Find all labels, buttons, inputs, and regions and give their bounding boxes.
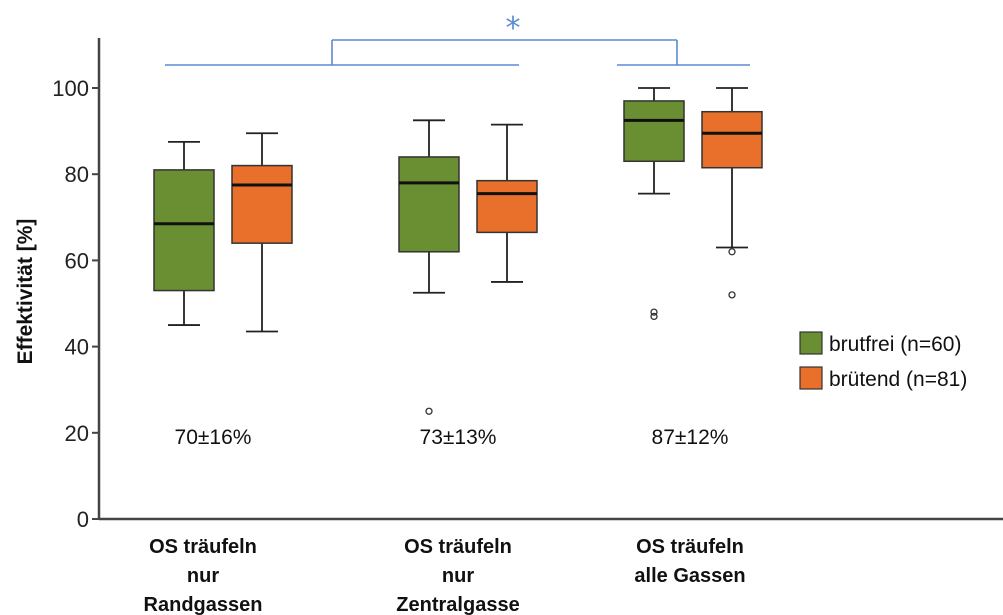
x-category-label: OS träufeln xyxy=(404,536,512,558)
significance-bracket: * xyxy=(165,11,750,66)
box-brutfrei-2 xyxy=(398,119,460,415)
box-bruetend-1 xyxy=(231,132,293,333)
axes: 0 20 40 60 80 100 Effektivität [%] xyxy=(14,38,1003,532)
outlier-point xyxy=(728,291,736,299)
iqr-box xyxy=(623,100,685,163)
iqr-box xyxy=(231,164,293,244)
box-bruetend-2 xyxy=(476,123,538,283)
legend-label: brütend (n=81) xyxy=(829,368,967,391)
iqr-box xyxy=(701,110,763,169)
x-category-label: Randgassen xyxy=(144,594,263,615)
legend: brutfrei (n=60) brütend (n=81) xyxy=(799,331,967,391)
y-tick-label: 60 xyxy=(65,248,89,273)
mean-sd-label: 73±13% xyxy=(420,426,497,449)
iqr-box xyxy=(153,169,215,292)
x-category-label: OS träufeln xyxy=(149,536,257,558)
mean-sd-label: 70±16% xyxy=(175,426,252,449)
outlier-point xyxy=(728,248,736,256)
significance-star: * xyxy=(506,11,521,46)
labels: 70±16% 73±13% 87±12% OS träufeln nur Randgass… xyxy=(144,426,746,615)
iqr-box xyxy=(476,179,538,234)
mean-sd-label: 87±12% xyxy=(652,426,729,449)
y-tick-label: 40 xyxy=(65,335,89,360)
legend-swatch xyxy=(799,331,823,355)
y-axis-title: Effektivität [%] xyxy=(14,219,37,365)
outlier-point xyxy=(650,308,658,316)
iqr-box xyxy=(398,156,460,253)
y-tick-label: 100 xyxy=(52,76,89,101)
box-brutfrei-3 xyxy=(623,87,685,321)
x-category-label: Zentralgasse xyxy=(396,594,519,615)
outlier-point xyxy=(425,407,433,415)
y-tick-label: 80 xyxy=(65,162,89,187)
legend-label: brutfrei (n=60) xyxy=(829,333,961,356)
x-category-label: nur xyxy=(442,565,474,587)
y-tick-label: 0 xyxy=(77,507,89,532)
outlier-point xyxy=(650,312,658,321)
x-category-label: OS träufeln xyxy=(636,536,744,558)
y-tick-label: 20 xyxy=(65,421,89,446)
x-category-label: alle Gassen xyxy=(634,565,745,587)
legend-swatch xyxy=(799,366,823,390)
x-category-label: nur xyxy=(187,565,219,587)
box-bruetend-3 xyxy=(701,87,763,299)
boxes xyxy=(153,87,763,415)
box-brutfrei-1 xyxy=(153,140,215,326)
